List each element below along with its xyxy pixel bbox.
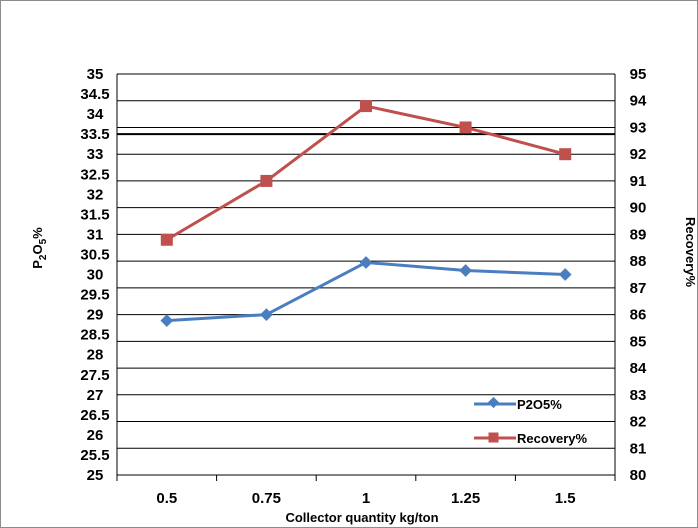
right-tick-label: 93 — [630, 119, 647, 136]
left-tick-label: 26.5 — [80, 407, 109, 424]
left-tick-label: 34 — [87, 106, 104, 123]
data-point-p2o5 — [160, 314, 174, 327]
right-tick-label: 90 — [630, 200, 647, 217]
left-tick-label: 32 — [87, 186, 104, 203]
right-tick-label: 86 — [630, 307, 647, 324]
left-tick-label: 35 — [87, 66, 104, 83]
left-tick-label: 31.5 — [80, 206, 109, 223]
data-point-recovery — [160, 233, 173, 246]
right-tick-label: 83 — [630, 387, 647, 404]
right-tick-label: 84 — [630, 360, 647, 377]
data-point-p2o5 — [260, 308, 273, 321]
right-tick-label: 81 — [630, 440, 647, 457]
right-axis-title: Recovery% — [683, 217, 698, 288]
left-tick-label: 30.5 — [80, 246, 109, 263]
axes — [116, 74, 616, 481]
right-tick-label: 80 — [630, 467, 647, 484]
data-point-recovery — [459, 121, 472, 134]
left-tick-label: 32.5 — [80, 166, 109, 183]
data-point-p2o5 — [459, 264, 472, 277]
legend-item-recovery: Recovery% — [474, 431, 588, 446]
right-tick-label: 92 — [630, 146, 647, 163]
right-axis-ticks: 80 81 82 83 84 85 86 87 88 89 90 91 92 93 94 95 — [630, 66, 647, 484]
left-tick-label: 34.5 — [80, 86, 109, 103]
left-tick-label: 27 — [87, 387, 104, 404]
left-tick-label: 29.5 — [80, 287, 109, 304]
x-tick-label: 0.5 — [156, 490, 177, 507]
legend: P2O5% Recovery% — [474, 396, 588, 446]
data-point-p2o5 — [359, 256, 373, 269]
left-tick-label: 26 — [87, 427, 104, 444]
legend-label-recovery: Recovery% — [517, 431, 588, 446]
right-tick-label: 91 — [630, 173, 647, 190]
x-tick-label: 0.75 — [252, 490, 281, 507]
left-tick-label: 30 — [87, 267, 104, 284]
data-point-recovery — [360, 100, 372, 113]
right-tick-label: 82 — [630, 414, 647, 431]
right-tick-label: 89 — [630, 226, 647, 243]
left-tick-label: 28 — [87, 347, 104, 364]
x-axis-title: Collector quantity kg/ton — [285, 510, 438, 525]
legend-marker-p2o5 — [487, 396, 500, 409]
right-tick-label: 94 — [630, 93, 647, 110]
left-tick-label: 31 — [87, 226, 104, 243]
legend-label-p2o5: P2O5% — [517, 397, 562, 412]
left-tick-label: 33 — [87, 146, 104, 163]
right-tick-label: 87 — [630, 280, 647, 297]
x-tick-label: 1.5 — [555, 490, 576, 507]
left-tick-label: 29 — [87, 307, 104, 324]
right-tick-label: 88 — [630, 253, 647, 270]
left-tick-label: 33.5 — [80, 126, 109, 143]
left-tick-label: 28.5 — [80, 327, 109, 344]
x-axis-ticks: 0.5 0.75 1 1.25 1.5 — [156, 490, 575, 507]
legend-item-p2o5: P2O5% — [474, 396, 562, 412]
left-axis-title: P2O5% — [30, 227, 49, 269]
legend-marker-recovery — [488, 432, 499, 443]
x-tick-label: 1.25 — [451, 490, 480, 507]
x-tick-label: 1 — [362, 490, 370, 507]
right-tick-label: 95 — [630, 66, 647, 83]
series — [160, 100, 572, 327]
left-tick-label: 25.5 — [80, 447, 109, 464]
right-tick-label: 85 — [630, 333, 647, 350]
data-point-recovery — [260, 174, 273, 187]
data-point-recovery — [559, 148, 572, 161]
left-tick-label: 27.5 — [80, 367, 109, 384]
left-axis-ticks: 25 25.5 26 26.5 27 27.5 28 28.5 29 29.5 30 30.5 31 31… — [80, 66, 109, 484]
left-tick-label: 25 — [87, 467, 104, 484]
